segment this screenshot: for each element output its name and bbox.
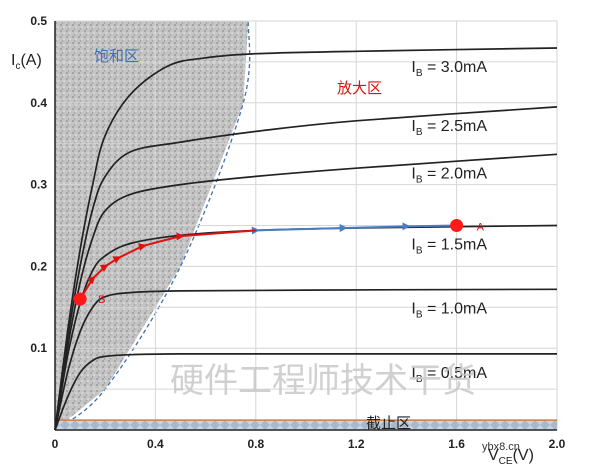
point-a (450, 219, 464, 232)
curve-label-0: IB = 0.5mA (411, 365, 487, 385)
y-tick-4: 0.5 (30, 14, 47, 28)
x-axis-label: VCE(V) (488, 447, 534, 467)
y-tick-1: 0.2 (30, 259, 47, 273)
axes: 0 0.4 0.8 1.2 1.6 2.0 0.1 0.2 0.3 0.4 0.5 Ic(A) VCE(… (11, 14, 566, 467)
y-tick-3: 0.4 (30, 96, 47, 110)
x-tick-1: 0.4 (147, 437, 164, 451)
blue-arrow-2 (251, 226, 344, 235)
active-label: 放大区 (337, 79, 382, 97)
site-text: ybx8.cn (482, 441, 520, 453)
blue-arrow-1 (339, 224, 407, 233)
x-tick-0: 0 (52, 437, 59, 451)
red-arrow-2 (112, 245, 144, 264)
curve-3 (54, 153, 558, 431)
y-tick-0: 0.1 (30, 341, 47, 355)
curve-5 (54, 47, 558, 431)
saturation-label: 饱和区 (94, 47, 139, 65)
labels: A B IB = 0.5mA IB = 1.0mA IB = 1.5mA IB = 2.0… (94, 47, 520, 453)
curve-label-1: IB = 1.0mA (411, 300, 487, 320)
x-tick-5: 2.0 (549, 437, 566, 451)
red-arrow-0 (176, 229, 256, 241)
curve-1 (54, 288, 558, 431)
point-a-label: A (477, 222, 485, 234)
curve-label-2: IB = 1.5mA (411, 237, 487, 257)
red-arrow-4 (86, 265, 106, 285)
red-arrow-1 (137, 235, 181, 251)
cutoff-label: 截止区 (366, 414, 411, 432)
curve-4 (54, 106, 558, 431)
watermark-text: 硬件工程师技术干货 (170, 361, 476, 401)
x-tick-3: 1.2 (348, 437, 365, 451)
point-b-label: B (98, 294, 105, 306)
point-b (73, 292, 87, 306)
y-axis-label: Ic(A) (11, 52, 42, 72)
curve-label-5: IB = 3.0mA (411, 59, 487, 79)
cutoff-fill (55, 420, 557, 430)
x-tick-4: 1.6 (448, 437, 465, 451)
saturation-boundary (54, 20, 251, 431)
blue-arrow-0 (402, 222, 457, 231)
operating-path (73, 219, 464, 306)
x-tick-2: 0.8 (247, 437, 264, 451)
red-arrow-3 (99, 257, 119, 272)
curve-label-3: IB = 2.0mA (411, 165, 487, 185)
curve-0 (54, 353, 557, 431)
curve-label-4: IB = 2.5mA (411, 118, 487, 138)
cutoff-region (55, 419, 557, 430)
y-tick-2: 0.3 (30, 178, 47, 192)
